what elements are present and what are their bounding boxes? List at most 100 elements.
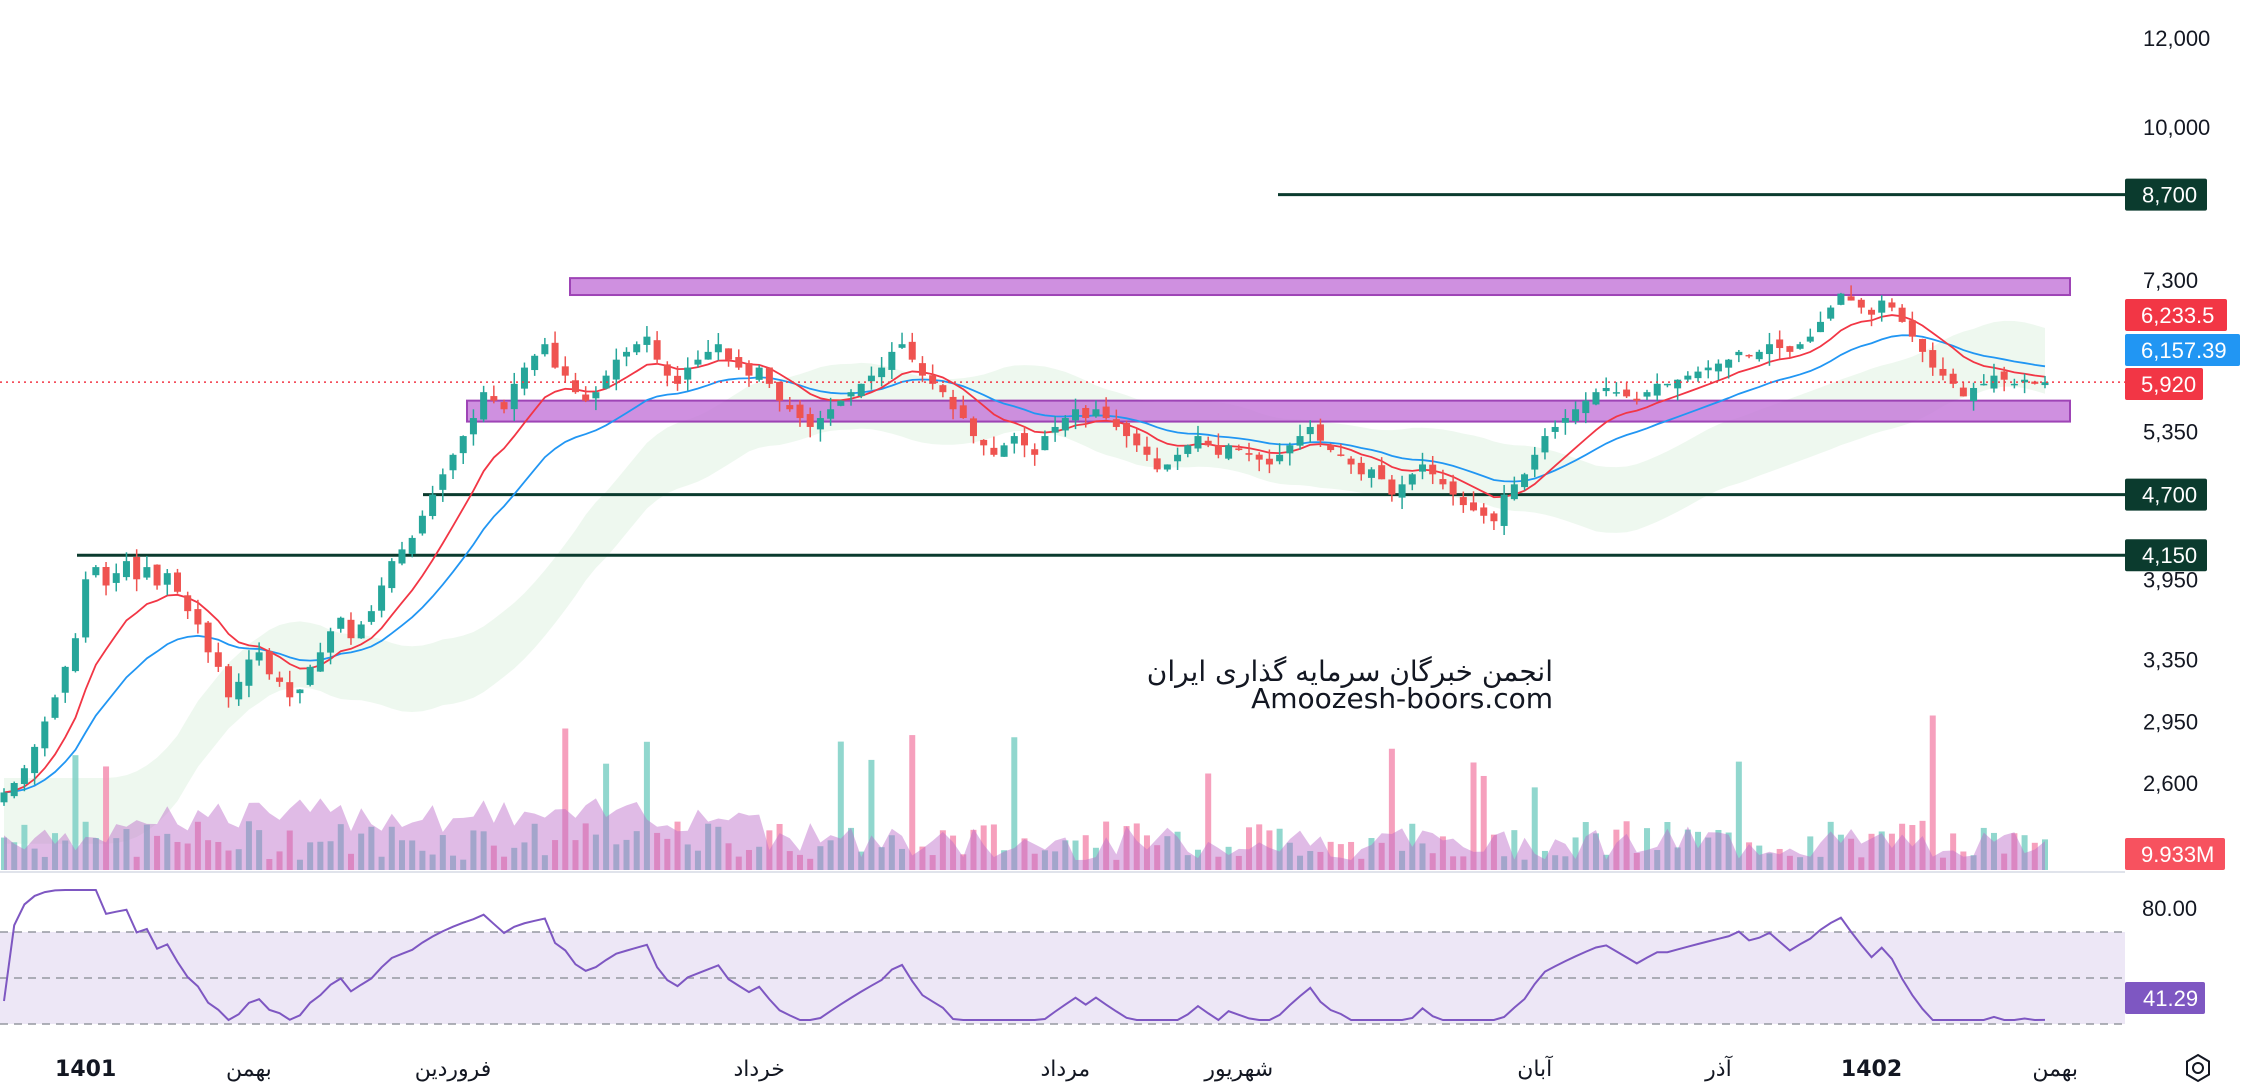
volume-bar [929, 855, 936, 870]
price-tick-label[interactable]: 7,300 [2143, 268, 2198, 293]
volume-bar [664, 838, 671, 870]
volume-bar [317, 841, 324, 870]
candle-body [439, 474, 447, 490]
volume-bar [1684, 829, 1691, 870]
volume-bar [1990, 832, 1997, 870]
volume-bar [562, 728, 569, 870]
candle-body [1408, 474, 1416, 485]
time-axis-label[interactable]: 1402 [1841, 1057, 1902, 1082]
volume-bar [1613, 829, 1620, 870]
price-tick-label[interactable]: 3,350 [2143, 648, 2198, 673]
volume-bar [235, 849, 242, 870]
candle-body [1847, 296, 1855, 301]
price-tick-label[interactable]: 2,600 [2143, 771, 2198, 796]
volume-bar [62, 840, 69, 870]
volume-bar [1970, 855, 1977, 870]
volume-bar [786, 851, 793, 870]
volume-bar [1480, 775, 1487, 870]
candle-body [347, 619, 355, 639]
price-tick-label[interactable]: 2,950 [2143, 709, 2198, 734]
candles [0, 285, 2049, 806]
candle-body [531, 355, 539, 371]
volume-bar [1235, 855, 1242, 870]
volume-bar [1786, 855, 1793, 870]
volume-bar [1378, 842, 1385, 870]
volume-bar [888, 835, 895, 870]
volume-bar [592, 834, 599, 870]
candle-body [1592, 392, 1600, 405]
candle-body [561, 366, 569, 376]
price-axis[interactable]: 12,000 10,000 7,300 5,350 3,950 3,350 2,950 2,6… [2143, 26, 2210, 796]
volume-bar [2011, 833, 2018, 870]
candle-body [1245, 453, 1253, 455]
candle-body [1541, 436, 1549, 453]
candle-body [592, 392, 600, 399]
candle-body [1633, 398, 1641, 401]
volume-bar [1817, 856, 1824, 870]
candle-body [1857, 299, 1865, 308]
candle-body [1663, 383, 1671, 386]
volume-bar [1205, 773, 1212, 870]
candle-body [674, 375, 682, 384]
volume-bar [1368, 838, 1375, 870]
volume-bar [1756, 845, 1763, 870]
price-tick-label[interactable]: 12,000 [2143, 26, 2210, 51]
time-axis-label[interactable]: خرداد [733, 1057, 784, 1082]
volume-bar [1807, 836, 1814, 870]
time-axis-label[interactable]: بهمن [2032, 1057, 2078, 1082]
price-tick-label[interactable]: 5,350 [2143, 420, 2198, 445]
volume-bar [521, 842, 528, 870]
price-tick-label[interactable]: 3,950 [2143, 567, 2198, 592]
time-axis-label[interactable]: شهریور [1203, 1057, 1273, 1082]
time-axis-label[interactable]: بهمن [226, 1057, 272, 1082]
candle-body [214, 652, 222, 667]
candle-body [1868, 309, 1876, 315]
candle-body [316, 652, 324, 672]
time-axis-label[interactable]: فروردین [415, 1057, 492, 1082]
volume-bar [623, 839, 630, 870]
candle-body [10, 783, 18, 797]
candle-body [633, 344, 641, 353]
candle-body [755, 367, 763, 380]
candle-body [418, 515, 426, 534]
gear-icon[interactable] [2186, 1053, 2210, 1083]
time-axis-label[interactable]: آبان [1517, 1055, 1553, 1082]
ma-blue-line [3, 334, 2046, 794]
level-tag-label: 4,700 [2142, 483, 2197, 508]
volume-bar [899, 848, 906, 870]
candle-body [296, 689, 304, 694]
candle-body [1347, 458, 1355, 465]
price-tick-label[interactable]: 10,000 [2143, 115, 2210, 140]
volume-bar [837, 741, 844, 870]
volume-bar [1664, 822, 1671, 870]
volume-tag: 9.933M [2125, 838, 2225, 870]
candle-body [1061, 418, 1069, 431]
volume-bar [225, 850, 232, 870]
volume-bar [2042, 839, 2048, 870]
candle-body [276, 677, 284, 682]
volume-bar [868, 759, 875, 870]
volume-bar [858, 851, 865, 870]
last-price-tag: 5,920 [2125, 368, 2203, 400]
candle-body [1459, 497, 1467, 506]
time-axis-label[interactable]: آذر [1704, 1055, 1732, 1082]
candle-body [1612, 392, 1620, 394]
candle-body [959, 405, 967, 419]
time-axis-label[interactable]: مرداد [1040, 1057, 1090, 1082]
volume-bar [970, 829, 977, 870]
candle-body [1949, 373, 1957, 384]
time-axis[interactable]: 1401 بهمن فروردین خرداد مرداد شهریور آبان آذر 14… [55, 1055, 2078, 1082]
volume-bar [817, 846, 824, 870]
candle-body [1194, 436, 1202, 449]
volume-bar [1001, 850, 1008, 870]
volume-bar [1470, 762, 1477, 870]
volume-bar [776, 823, 783, 870]
volume-bar [674, 821, 681, 870]
candle-body [1643, 392, 1651, 397]
candle-body [1735, 351, 1743, 356]
candle-body [623, 351, 631, 357]
candle-body [878, 367, 886, 378]
candle-body [1255, 454, 1263, 460]
time-axis-label[interactable]: 1401 [55, 1057, 116, 1082]
